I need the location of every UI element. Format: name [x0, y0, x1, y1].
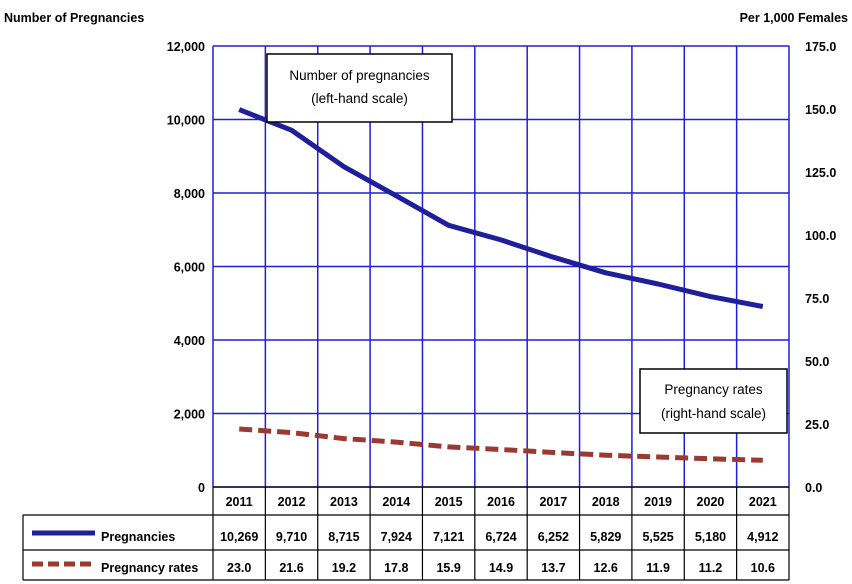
right-annotation-line2: (right-hand scale)	[661, 406, 766, 421]
right-tick-label: 0.0	[805, 481, 822, 495]
legend-label: Pregnancies	[101, 530, 175, 544]
right-tick-label: 75.0	[805, 292, 829, 306]
data-label: 19.2	[332, 561, 356, 575]
left-axis-title: Number of Pregnancies	[4, 11, 144, 25]
left-tick-label: 2,000	[174, 408, 205, 422]
data-label: 5,180	[695, 530, 726, 544]
left-annotation-line1: Number of pregnancies	[289, 68, 430, 83]
series-line-pregnancy-rates	[239, 426, 763, 463]
series-line-pregnancies	[238, 107, 764, 309]
legend-label: Pregnancy rates	[101, 561, 198, 575]
left-annotation-line2: (left-hand scale)	[311, 91, 408, 106]
x-tick-label: 2014	[382, 495, 410, 509]
x-tick-label: 2021	[749, 495, 777, 509]
data-label: 14.9	[489, 561, 513, 575]
right-tick-label: 125.0	[805, 166, 836, 180]
x-tick-label: 2016	[487, 495, 515, 509]
left-tick-label: 6,000	[174, 261, 205, 275]
series-lines	[238, 107, 764, 463]
right-tick-label: 50.0	[805, 355, 829, 369]
right-tick-label: 100.0	[805, 229, 836, 243]
right-axis-ticks: 0.0 25.0 50.0 75.0 100.0 125.0 150.0 175.0	[805, 40, 836, 495]
x-tick-label: 2011	[226, 495, 253, 509]
left-tick-label: 8,000	[174, 187, 205, 201]
left-axis-ticks: 0 2,000 4,000 6,000 8,000 10,000 12,000	[167, 40, 205, 495]
right-tick-label: 175.0	[805, 40, 836, 54]
data-label: 11.9	[646, 561, 670, 575]
data-label: 10.6	[751, 561, 775, 575]
x-tick-label: 2020	[697, 495, 725, 509]
x-tick-label: 2015	[435, 495, 463, 509]
right-tick-label: 25.0	[805, 418, 829, 432]
left-tick-label: 0	[198, 481, 205, 495]
data-label: 6,252	[538, 530, 569, 544]
data-label: 21.6	[279, 561, 303, 575]
x-tick-label: 2019	[644, 495, 672, 509]
left-tick-label: 10,000	[167, 114, 205, 128]
data-label: 4,912	[747, 530, 778, 544]
data-label: 17.8	[384, 561, 408, 575]
data-label: 7,924	[381, 530, 412, 544]
data-label: 5,829	[590, 530, 621, 544]
data-label: 6,724	[485, 530, 516, 544]
data-label: 7,121	[433, 530, 464, 544]
data-table: 2011 2012 2013 2014 2015 2016 2017 2018 2019 2020…	[22, 486, 790, 581]
x-tick-label: 2017	[539, 495, 567, 509]
x-tick-label: 2018	[592, 495, 620, 509]
data-label: 13.7	[541, 561, 565, 575]
left-tick-label: 12,000	[167, 40, 205, 54]
data-label: 15.9	[436, 561, 460, 575]
left-tick-label: 4,000	[174, 334, 205, 348]
data-label: 11.2	[699, 561, 723, 575]
data-label: 8,715	[328, 530, 359, 544]
data-label: 12.6	[594, 561, 618, 575]
right-annotation: Pregnancy rates (right-hand scale)	[639, 368, 788, 434]
right-tick-label: 150.0	[805, 103, 836, 117]
left-annotation: Number of pregnancies (left-hand scale)	[266, 53, 453, 123]
data-label: 9,710	[276, 530, 307, 544]
x-tick-label: 2012	[278, 495, 306, 509]
data-label: 5,525	[642, 530, 673, 544]
right-axis-title: Per 1,000 Females	[740, 11, 848, 25]
data-label: 10,269	[220, 530, 258, 544]
data-label: 23.0	[227, 561, 251, 575]
right-annotation-line1: Pregnancy rates	[664, 382, 763, 397]
x-tick-label: 2013	[330, 495, 358, 509]
